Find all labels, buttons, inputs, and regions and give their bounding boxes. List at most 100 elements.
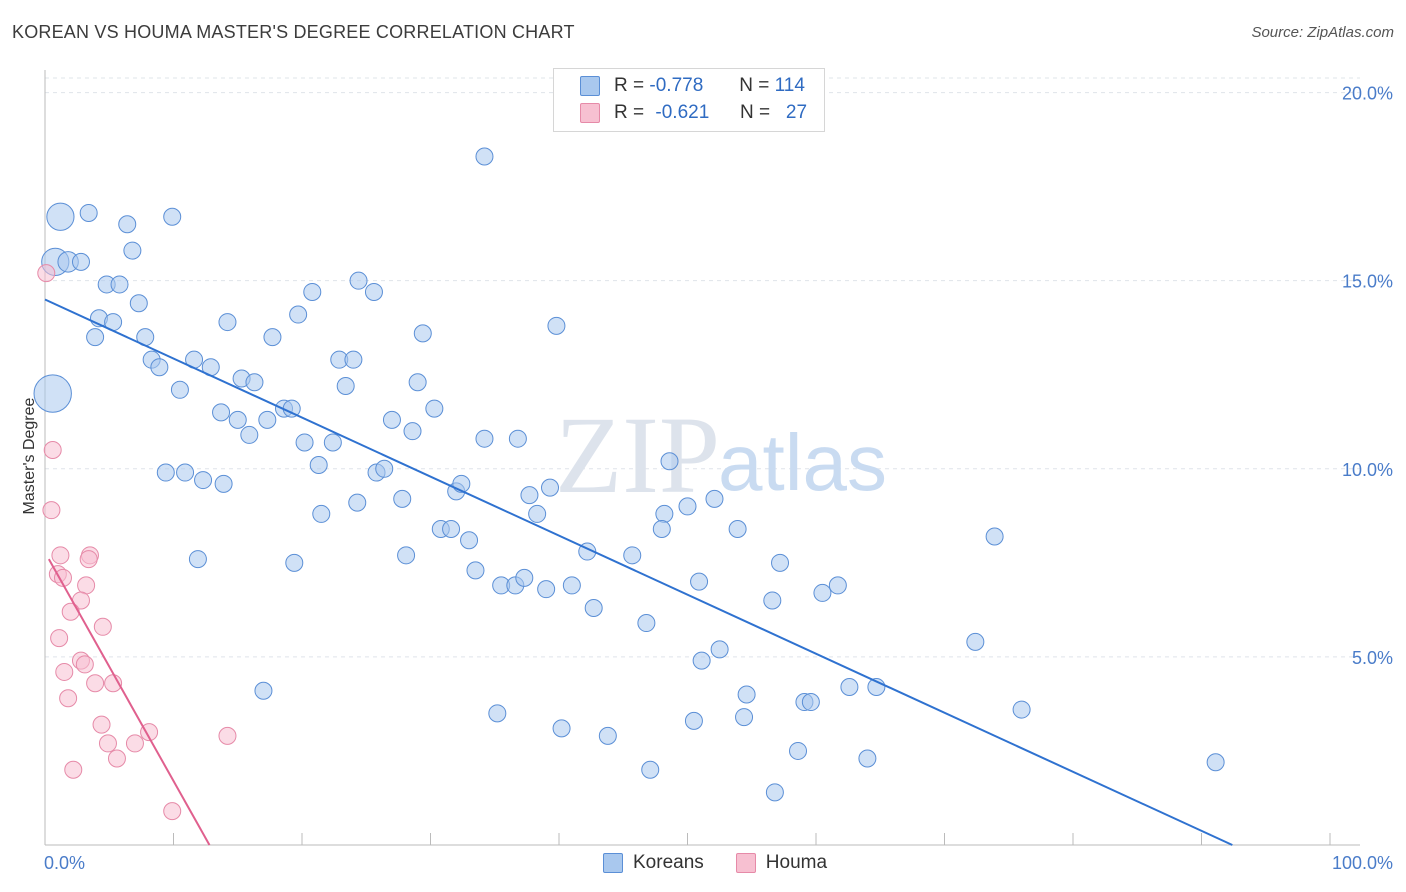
korean-point-108	[858, 749, 877, 768]
korean-point-4	[475, 147, 494, 166]
korean-point-0	[46, 202, 75, 231]
korean-point-46	[323, 433, 342, 452]
korean-point-85	[562, 576, 581, 595]
korean-point-52	[194, 471, 213, 490]
legend-r-label: R =	[614, 75, 645, 96]
houma-point-16	[86, 674, 105, 693]
houma-point-18	[59, 689, 78, 708]
houma-point-5	[51, 546, 70, 565]
houma-point-8	[77, 576, 96, 595]
houma-point-14	[75, 655, 94, 674]
houma-points	[37, 264, 237, 821]
korean-point-75	[623, 546, 642, 565]
korean-point-72	[985, 527, 1004, 546]
korean-point-42	[403, 422, 422, 441]
legend-item-koreans: Koreans	[603, 852, 704, 874]
legend-n-label: N =	[739, 102, 771, 123]
korean-point-50	[156, 463, 175, 482]
houma-point-1	[43, 440, 62, 459]
korean-point-60	[393, 489, 412, 508]
korean-point-105	[552, 719, 571, 738]
korean-point-43	[425, 399, 444, 418]
korean-point-102	[488, 704, 507, 723]
korean-point-49	[309, 456, 328, 475]
korean-point-65	[312, 504, 331, 523]
korean-point-63	[678, 497, 697, 516]
houma-point-20	[140, 723, 159, 742]
korean-point-67	[655, 504, 674, 523]
korean-point-17	[289, 305, 308, 324]
koreans-swatch	[603, 853, 623, 873]
korean-point-8	[123, 241, 142, 260]
korean-point-35	[170, 380, 189, 399]
legend-row-koreans: R = -0.778 N = 114	[580, 74, 805, 98]
x-tick-label-0: 0.0%	[44, 853, 85, 873]
korean-point-80	[466, 561, 485, 580]
legend-r-value: -0.778	[649, 75, 704, 96]
korean-point-91	[637, 614, 656, 633]
korean-point-23	[413, 324, 432, 343]
houma-label: Houma	[765, 852, 828, 873]
legend-item-houma: Houma	[735, 852, 828, 874]
legend-swatch-koreans	[580, 76, 600, 96]
legend-r-value: -0.621	[655, 102, 710, 123]
korean-point-14	[364, 282, 383, 301]
legend-swatch-houma	[580, 103, 600, 123]
korean-point-93	[692, 651, 711, 670]
houma-point-26	[163, 802, 182, 821]
korean-point-79	[771, 553, 790, 572]
korean-point-88	[828, 576, 847, 595]
houma-point-15	[55, 662, 74, 681]
korean-point-70	[652, 519, 671, 538]
korean-point-71	[728, 519, 747, 538]
korean-point-94	[966, 632, 985, 651]
korean-point-7	[71, 252, 90, 271]
korean-point-55	[375, 459, 394, 478]
houma-point-4	[53, 568, 72, 587]
y-axis-label: Master's Degree	[21, 397, 38, 514]
korean-point-90	[763, 591, 782, 610]
y-tick-label-0: 5.0%	[1352, 648, 1393, 668]
korean-point-77	[188, 550, 207, 569]
houma-point-25	[64, 760, 83, 779]
korean-point-3	[163, 207, 182, 226]
houma-point-10	[61, 602, 80, 621]
korean-point-18	[547, 316, 566, 335]
korean-point-95	[840, 677, 859, 696]
korean-point-87	[813, 583, 832, 602]
grid-lines	[45, 77, 1360, 658]
korean-point-58	[660, 452, 679, 471]
trendlines	[44, 298, 1233, 846]
korean-point-19	[218, 313, 237, 332]
korean-point-36	[212, 403, 231, 422]
korean-point-51	[176, 463, 195, 482]
legend-r-label: R =	[614, 102, 645, 123]
watermark-zip: ZIP	[555, 394, 720, 516]
axes	[44, 70, 1360, 846]
korean-point-29	[344, 350, 363, 369]
houma-swatch	[735, 853, 756, 873]
houma-trendline	[47, 558, 211, 846]
korean-point-38	[258, 410, 277, 429]
korean-point-97	[254, 681, 273, 700]
legend-n-value: 27	[785, 102, 808, 123]
korean-point-76	[397, 546, 416, 565]
korean-point-62	[541, 478, 560, 497]
legend-row-houma: R = -0.621 N = 27	[580, 101, 807, 125]
x-tick-label-1: 100.0%	[1332, 853, 1393, 873]
houma-point-21	[218, 726, 237, 745]
houma-point-0	[37, 264, 56, 283]
korean-point-45	[295, 433, 314, 452]
korean-point-33	[408, 373, 427, 392]
korean-point-59	[348, 493, 367, 512]
houma-point-7	[79, 550, 98, 569]
korean-point-78	[285, 553, 304, 572]
korean-point-106	[598, 726, 617, 745]
y-tick-label-2: 15.0%	[1342, 272, 1393, 292]
watermark-atlas: atlas	[718, 418, 887, 507]
x-tick-labels: 0.0% 100.0%	[44, 853, 1393, 873]
korean-point-11	[129, 294, 148, 313]
series-legend: Koreans Houma	[603, 852, 859, 874]
korean-point-10	[110, 275, 129, 294]
korean-point-89	[584, 598, 603, 617]
